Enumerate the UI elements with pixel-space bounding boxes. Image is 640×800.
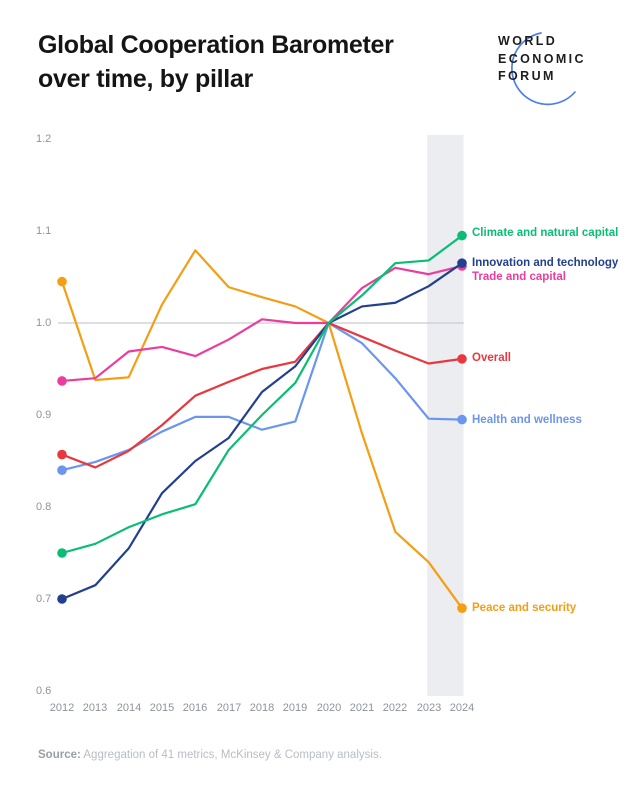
legend-climate-and-natural-capital: Climate and natural capital — [472, 227, 619, 239]
x-tick-label: 2013 — [82, 702, 108, 714]
y-tick-label: 1.0 — [36, 317, 52, 329]
end-dot-climate-and-natural-capital — [457, 230, 467, 241]
x-tick-label: 2015 — [149, 702, 175, 714]
y-tick-label: 0.7 — [36, 593, 52, 605]
page-title-line2: over time, by pillar — [38, 65, 253, 93]
y-tick-label: 0.9 — [36, 409, 52, 421]
end-dot-innovation-and-technology — [457, 258, 467, 269]
start-dot-trade-and-capital — [57, 376, 67, 386]
legend-innovation-and-technology: Innovation and technology — [472, 257, 619, 269]
series-line-health-and-wellness — [60, 321, 464, 472]
x-tick-label: 2024 — [449, 702, 475, 714]
series-line-innovation-and-technology — [60, 262, 464, 601]
start-dot-health-and-wellness — [57, 465, 67, 476]
source-note: Source: Aggregation of 41 metrics, McKin… — [38, 749, 382, 761]
legend-health-and-wellness: Health and wellness — [472, 414, 582, 426]
y-tick-label: 0.8 — [36, 501, 52, 513]
page-title-line1: Global Cooperation Barometer — [38, 31, 394, 59]
x-tick-label: 2021 — [349, 702, 375, 714]
series-line-climate-and-natural-capital — [60, 234, 464, 555]
series-line-trade-and-capital — [60, 264, 464, 383]
end-dot-health-and-wellness — [457, 414, 467, 425]
y-tick-label: 1.1 — [36, 225, 52, 237]
end-dot-overall — [457, 354, 467, 364]
series-line-peace-and-security — [60, 249, 464, 610]
wef-logo-word-3: FORUM — [498, 69, 556, 83]
y-tick-label: 0.6 — [36, 685, 52, 697]
x-tick-label: 2012 — [49, 702, 75, 714]
x-tick-label: 2022 — [382, 702, 408, 714]
x-tick-label: 2023 — [416, 702, 442, 714]
page-title: Global Cooperation Barometer over time, … — [38, 28, 468, 96]
start-dot-overall — [57, 449, 67, 460]
end-dot-peace-and-security — [457, 603, 467, 613]
start-dot-climate-and-natural-capital — [57, 548, 67, 558]
x-tick-label: 2018 — [249, 702, 275, 714]
wef-logo: WORLD ECONOMIC FORUM — [498, 33, 618, 86]
x-tick-label: 2019 — [282, 702, 308, 714]
start-dot-peace-and-security — [57, 276, 67, 287]
x-tick-label: 2017 — [216, 702, 242, 714]
highlight-band-2023-2024 — [427, 135, 464, 696]
legend-overall: Overall — [472, 352, 511, 364]
x-tick-label: 2020 — [316, 702, 342, 714]
legend-peace-and-security: Peace and security — [472, 602, 577, 614]
wef-logo-word-2: ECONOMIC — [498, 51, 586, 66]
series-line-overall — [60, 321, 464, 469]
wef-logo-word-1: WORLD — [498, 34, 558, 48]
x-tick-label: 2016 — [182, 702, 208, 714]
source-text: Aggregation of 41 metrics, McKinsey & Co… — [80, 749, 382, 761]
source-label: Source: — [38, 749, 81, 761]
x-tick-label: 2014 — [116, 702, 142, 714]
legend-trade-and-capital: Trade and capital — [472, 271, 566, 283]
start-dot-innovation-and-technology — [57, 594, 67, 604]
y-tick-label: 1.2 — [36, 133, 52, 145]
